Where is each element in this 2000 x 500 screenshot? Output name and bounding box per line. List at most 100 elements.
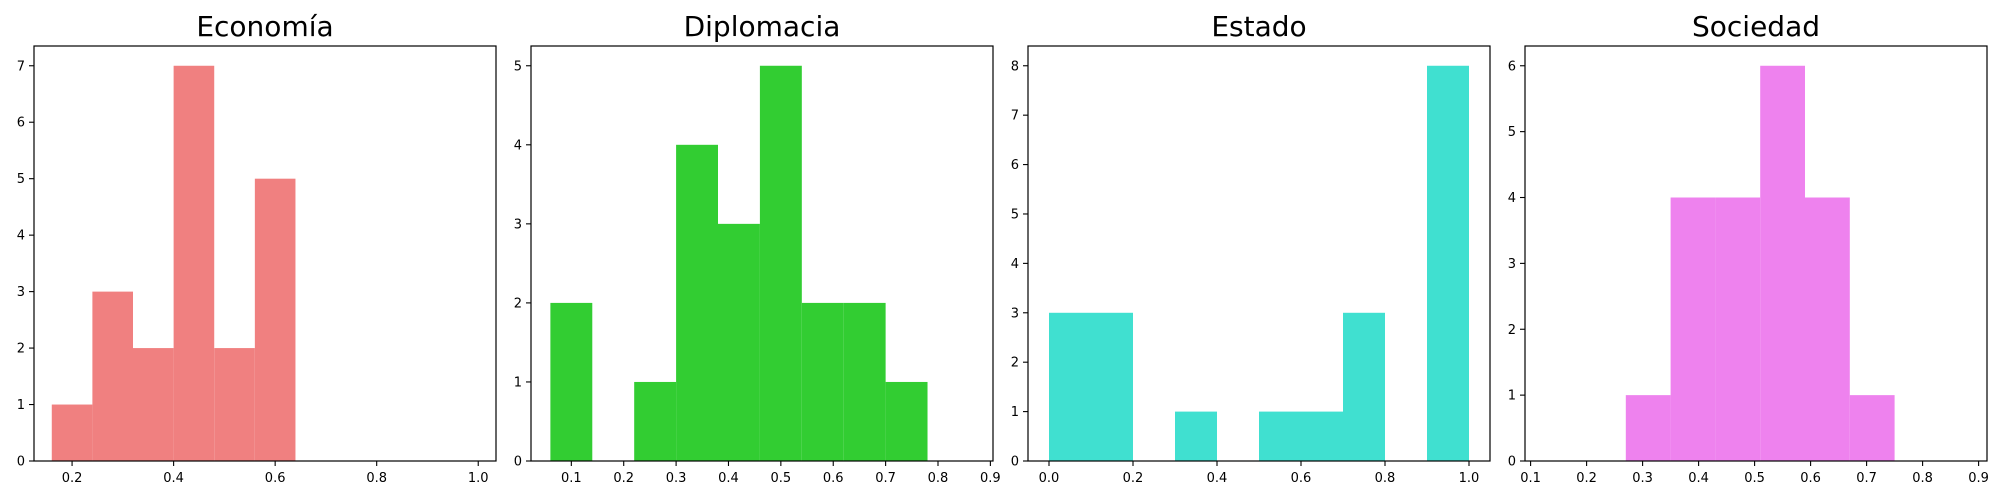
x-tick-label-estado-5: 1.0 — [1459, 471, 1480, 486]
bar-diplomacia-5 — [759, 65, 802, 461]
x-tick-label-estado-1: 0.2 — [1123, 471, 1144, 486]
y-tick-label-estado-6: 6 — [1011, 158, 1019, 173]
bar-economia-3 — [173, 65, 215, 461]
bar-economia-4 — [214, 348, 255, 461]
x-tick-label-economia-2: 0.6 — [265, 471, 286, 486]
x-tick-label-sociedad-5: 0.6 — [1800, 471, 1821, 486]
bar-sociedad-0 — [1625, 395, 1671, 461]
x-tick-label-diplomacia-2: 0.3 — [666, 471, 687, 486]
x-tick-label-diplomacia-3: 0.4 — [718, 471, 739, 486]
y-tick-label-sociedad-5: 5 — [1508, 125, 1516, 140]
y-tick-label-economia-1: 1 — [17, 398, 25, 413]
y-tick-label-diplomacia-2: 2 — [514, 296, 522, 311]
x-tick-label-estado-2: 0.4 — [1207, 471, 1228, 486]
chart-title-diplomacia: Diplomacia — [684, 10, 841, 43]
y-tick-label-diplomacia-0: 0 — [514, 455, 522, 470]
x-tick-label-diplomacia-7: 0.8 — [928, 471, 949, 486]
bar-economia-2 — [133, 348, 174, 461]
x-tick-label-sociedad-3: 0.4 — [1688, 471, 1709, 486]
chart-title-sociedad: Sociedad — [1692, 10, 1820, 43]
bar-diplomacia-4 — [718, 223, 760, 461]
bar-estado-7 — [1343, 312, 1385, 461]
y-tick-label-estado-3: 3 — [1011, 306, 1019, 321]
y-tick-label-economia-3: 3 — [17, 285, 25, 300]
y-tick-label-sociedad-2: 2 — [1508, 323, 1516, 338]
x-tick-label-economia-1: 0.4 — [163, 471, 184, 486]
bar-economia-5 — [254, 178, 296, 461]
bar-sociedad-4 — [1805, 197, 1850, 461]
bars-sociedad — [1625, 65, 1895, 461]
y-tick-label-sociedad-3: 3 — [1508, 257, 1516, 272]
y-tick-label-sociedad-6: 6 — [1508, 59, 1516, 74]
bar-diplomacia-2 — [634, 381, 677, 461]
x-tick-label-sociedad-6: 0.7 — [1856, 471, 1877, 486]
y-tick-label-estado-7: 7 — [1011, 109, 1019, 124]
y-tick-label-estado-8: 8 — [1011, 59, 1019, 74]
y-tick-label-diplomacia-5: 5 — [514, 59, 522, 74]
y-tick-label-economia-7: 7 — [17, 59, 25, 74]
bar-economia-0 — [51, 404, 93, 461]
x-tick-label-sociedad-1: 0.2 — [1576, 471, 1597, 486]
y-tick-label-estado-5: 5 — [1011, 207, 1019, 222]
x-tick-label-economia-0: 0.2 — [62, 471, 83, 486]
bar-estado-3 — [1175, 411, 1217, 461]
bar-estado-5 — [1259, 411, 1301, 461]
x-tick-label-diplomacia-8: 0.9 — [980, 471, 1001, 486]
y-tick-label-estado-0: 0 — [1011, 455, 1019, 470]
y-tick-label-estado-2: 2 — [1011, 356, 1019, 371]
y-tick-label-diplomacia-4: 4 — [514, 138, 522, 153]
histogram-panels: 0.2 0.4 0.6 0.8 1.0 0 1 2 3 4 5 6 7 Economía 0.1 0.2 0.3… — [17, 10, 1989, 486]
bar-diplomacia-3 — [676, 144, 718, 462]
bar-diplomacia-6 — [801, 302, 844, 461]
axes-frame-estado — [1027, 45, 1491, 462]
bar-estado-1 — [1091, 312, 1133, 461]
axes-frame-economia — [33, 45, 497, 462]
x-tick-label-sociedad-7: 0.8 — [1912, 471, 1933, 486]
bar-sociedad-3 — [1760, 65, 1805, 461]
x-tick-label-diplomacia-6: 0.7 — [875, 471, 896, 486]
axes-frame-sociedad — [1524, 45, 1988, 462]
y-tick-label-economia-0: 0 — [17, 455, 25, 470]
bar-economia-1 — [92, 291, 133, 461]
panel-sociedad: 0.1 0.2 0.3 0.4 0.5 0.6 0.7 0.8 0.9 0 1 2 3 4 5 6 Socied… — [1508, 10, 1989, 486]
y-tick-label-estado-4: 4 — [1011, 257, 1019, 272]
y-tick-label-sociedad-0: 0 — [1508, 455, 1516, 470]
y-tick-label-economia-6: 6 — [17, 116, 25, 131]
bar-estado-6 — [1301, 411, 1343, 461]
x-tick-label-economia-3: 0.8 — [366, 471, 387, 486]
y-tick-label-sociedad-4: 4 — [1508, 191, 1516, 206]
y-tick-label-estado-1: 1 — [1011, 405, 1019, 420]
x-tick-label-estado-3: 0.6 — [1291, 471, 1312, 486]
x-tick-label-diplomacia-0: 0.1 — [561, 471, 582, 486]
x-tick-label-sociedad-0: 0.1 — [1520, 471, 1541, 486]
y-tick-label-economia-4: 4 — [17, 229, 25, 244]
panel-economia: 0.2 0.4 0.6 0.8 1.0 0 1 2 3 4 5 6 7 Economía — [17, 10, 497, 486]
bar-diplomacia-0 — [550, 302, 593, 461]
x-tick-label-diplomacia-4: 0.5 — [771, 471, 792, 486]
y-tick-label-sociedad-1: 1 — [1508, 389, 1516, 404]
x-tick-label-sociedad-4: 0.5 — [1744, 471, 1765, 486]
panel-estado: 0.0 0.2 0.4 0.6 0.8 1.0 0 1 2 3 4 5 6 7 8 Estado — [1011, 10, 1491, 486]
panel-diplomacia: 0.1 0.2 0.3 0.4 0.5 0.6 0.7 0.8 0.9 0 1 2 3 4 5 Diploma… — [514, 10, 1001, 486]
axes-frame-diplomacia — [530, 45, 994, 462]
bar-estado-9 — [1427, 65, 1469, 461]
bar-diplomacia-8 — [885, 381, 928, 461]
y-tick-label-diplomacia-3: 3 — [514, 217, 522, 232]
y-tick-label-economia-2: 2 — [17, 342, 25, 357]
bars-economia — [51, 65, 296, 461]
x-tick-label-diplomacia-1: 0.2 — [613, 471, 634, 486]
bars-diplomacia — [550, 65, 928, 462]
x-tick-label-diplomacia-5: 0.6 — [823, 471, 844, 486]
x-tick-label-sociedad-8: 0.9 — [1968, 471, 1989, 486]
bar-diplomacia-7 — [843, 302, 886, 461]
bars-estado — [1049, 65, 1469, 461]
x-tick-label-economia-4: 1.0 — [468, 471, 489, 486]
bar-sociedad-2 — [1715, 197, 1761, 461]
bar-sociedad-5 — [1849, 395, 1895, 461]
chart-title-estado: Estado — [1211, 10, 1306, 43]
bar-estado-0 — [1049, 312, 1091, 461]
bar-sociedad-1 — [1670, 197, 1716, 461]
y-tick-label-economia-5: 5 — [17, 172, 25, 187]
x-tick-label-sociedad-2: 0.3 — [1632, 471, 1653, 486]
